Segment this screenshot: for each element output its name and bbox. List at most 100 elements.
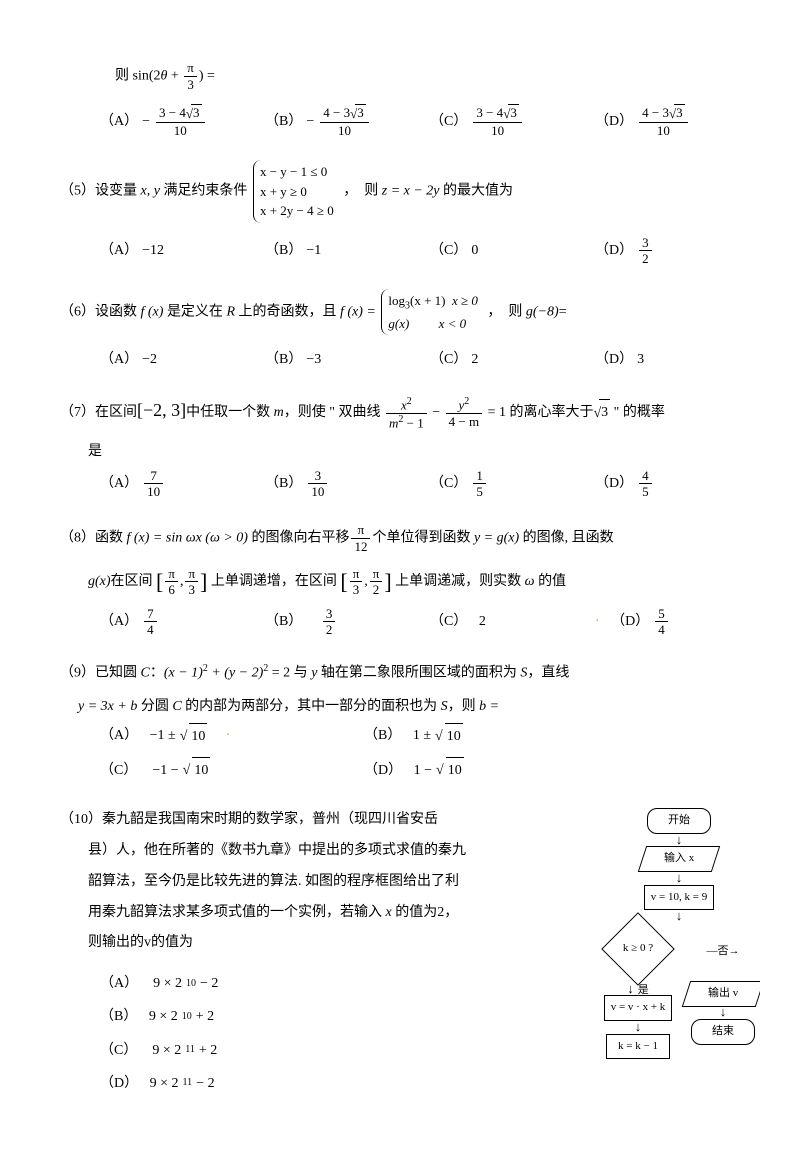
t: 4 − 3 <box>642 105 669 120</box>
q10-text: （10）秦九韶是我国南宋时期的数学家，普州（现四川省安岳 县）人，他在所著的《数… <box>60 805 480 1100</box>
C: C <box>141 666 150 681</box>
t: 9 × 2 <box>149 1004 178 1029</box>
question-8: （8）函数 f (x) = sin ωx (ω > 0) 的图像向右平移π12个… <box>60 522 760 642</box>
opt-A: （A） −1 ± 10 · <box>100 719 364 753</box>
fc-no-col: —否→ 输出 v ↓ 结束 <box>686 922 760 1048</box>
q9-options-row2: （C） −1 − 10 （D） 1 − 10 <box>60 753 760 787</box>
root-icon <box>186 105 190 120</box>
t: 的最大值为 <box>440 184 514 199</box>
opt-D: （D）45 <box>595 464 760 504</box>
opt-C: （C） −1 − 10 <box>100 753 364 787</box>
t: 个单位得到函数 <box>372 530 474 545</box>
sup: 10 <box>186 975 196 993</box>
sup: 10 <box>182 1008 192 1026</box>
denom: 5 <box>473 484 486 500</box>
numer: 4 − 33 <box>320 104 368 123</box>
yes-label: 是 <box>638 984 649 996</box>
text: 则 sin(2 <box>115 68 161 83</box>
label: （A） <box>100 723 138 748</box>
denom: 10 <box>156 123 204 139</box>
question-6: （6）设函数 f (x) 是定义在 R 上的奇函数，且 f (x) = log3… <box>60 289 760 376</box>
dot-icon: · <box>226 723 231 748</box>
frac: π3 <box>185 566 198 598</box>
numer: 7 <box>144 606 157 623</box>
question-7: （7）在区间[−2, 3]中任取一个数 m，则使 " 双曲线 x2m2 − 1 … <box>60 394 760 504</box>
rt: 10 <box>446 757 464 783</box>
constraint: x + y ≥ 0 <box>260 182 334 202</box>
numer: 3 <box>639 235 652 252</box>
num: （10） <box>60 812 102 827</box>
dot-icon: · <box>595 609 600 634</box>
val: 2 <box>471 347 478 372</box>
label: （D） <box>100 1071 138 1096</box>
t: v = v · x + k <box>611 1001 666 1013</box>
opt-A: （A）710 <box>100 464 265 504</box>
num: （9） <box>60 666 95 681</box>
numer: y2 <box>446 396 482 414</box>
root-icon <box>180 723 185 749</box>
numer: π <box>350 566 363 583</box>
label: （B） <box>265 609 302 634</box>
denom: 4 <box>655 622 668 638</box>
num: （6） <box>60 304 95 319</box>
num: （8） <box>60 530 95 545</box>
denom: 10 <box>473 123 521 139</box>
opt-C: （C） 2 <box>430 602 595 642</box>
t: 输入 x <box>664 849 694 869</box>
fc-start: 开始 <box>647 808 711 834</box>
t: 设变量 <box>95 184 141 199</box>
t: 3 − 4 <box>476 105 503 120</box>
line4: 用秦九韶算法求某多项式值的一个实例，若输入 x 的值为2， <box>60 898 458 929</box>
denom: 6 <box>165 582 178 598</box>
root-icon <box>436 757 441 783</box>
t: 韶算法，至今仍是比较先进的算法. 如图的程序框图给出了利 <box>60 867 459 898</box>
t: ， 则 <box>343 184 382 199</box>
q7-stem: （7）在区间[−2, 3]中任取一个数 m，则使 " 双曲线 x2m2 − 1 … <box>60 394 760 430</box>
t: = <box>559 304 567 319</box>
opt-C: （C）3 − 4310 <box>430 100 595 142</box>
opt-C: （C）15 <box>430 464 595 504</box>
label: （A） <box>100 109 138 134</box>
fx: f (x) = <box>340 304 376 319</box>
opt-D: （D） 1 − 10 <box>364 753 628 787</box>
t: 结束 <box>712 1025 734 1037</box>
omega: ω <box>525 574 535 589</box>
t: 否 <box>718 945 729 957</box>
rt: 3 <box>355 104 366 121</box>
fc-yes-col: k ≥ 0 ? ↓是 v = v · x + k ↓ k = k − 1 <box>598 920 678 1063</box>
denom: 10 <box>308 484 327 500</box>
num: （7） <box>60 405 95 420</box>
frac: 74 <box>144 606 157 638</box>
opt-A: （A）−3 − 4310 <box>100 100 265 142</box>
rt: 3 <box>191 104 202 121</box>
rt: 3 <box>599 399 610 425</box>
sup: 11 <box>185 1041 195 1059</box>
fc-cond: k ≥ 0 ? <box>601 912 675 986</box>
arrow-down-icon: ↓ <box>676 873 683 883</box>
val: −3 <box>306 347 321 372</box>
numer: 3 − 43 <box>156 104 204 123</box>
t: 轴在第二象限所围区域的面积为 <box>317 666 520 681</box>
label: （D） <box>595 347 633 372</box>
opt-D: （D）4 − 3310 <box>595 100 760 142</box>
q10-stem: （10）秦九韶是我国南宋时期的数学家，普州（现四川省安岳 县）人，他在所著的《数… <box>60 805 480 959</box>
cond: x ≥ 0 <box>449 293 478 308</box>
label: （D） <box>595 471 633 496</box>
denom: 4 − m <box>446 414 482 430</box>
bracket-icon: ] <box>200 569 207 594</box>
q6-options: （A）−2 （B）−3 （C）2 （D）3 <box>60 343 760 376</box>
label: （D） <box>611 609 649 634</box>
sign: − <box>306 109 314 134</box>
opt-D: · （D）54 <box>595 602 760 642</box>
t: ，直线 <box>527 666 569 681</box>
fx: f (x) = sin ωx (ω > 0) <box>127 530 248 545</box>
denom: 3 <box>184 77 197 93</box>
t: 县）人，他在所著的《数书九章》中提出的多项式求值的秦九 <box>60 836 466 867</box>
rt: 3 <box>674 104 685 121</box>
frac: π12 <box>351 522 370 554</box>
minus: − <box>432 405 443 420</box>
denom: 2 <box>639 251 652 267</box>
frac: 3 − 4310 <box>473 104 521 138</box>
t: 1 ± <box>413 723 431 748</box>
root-icon <box>350 105 354 120</box>
